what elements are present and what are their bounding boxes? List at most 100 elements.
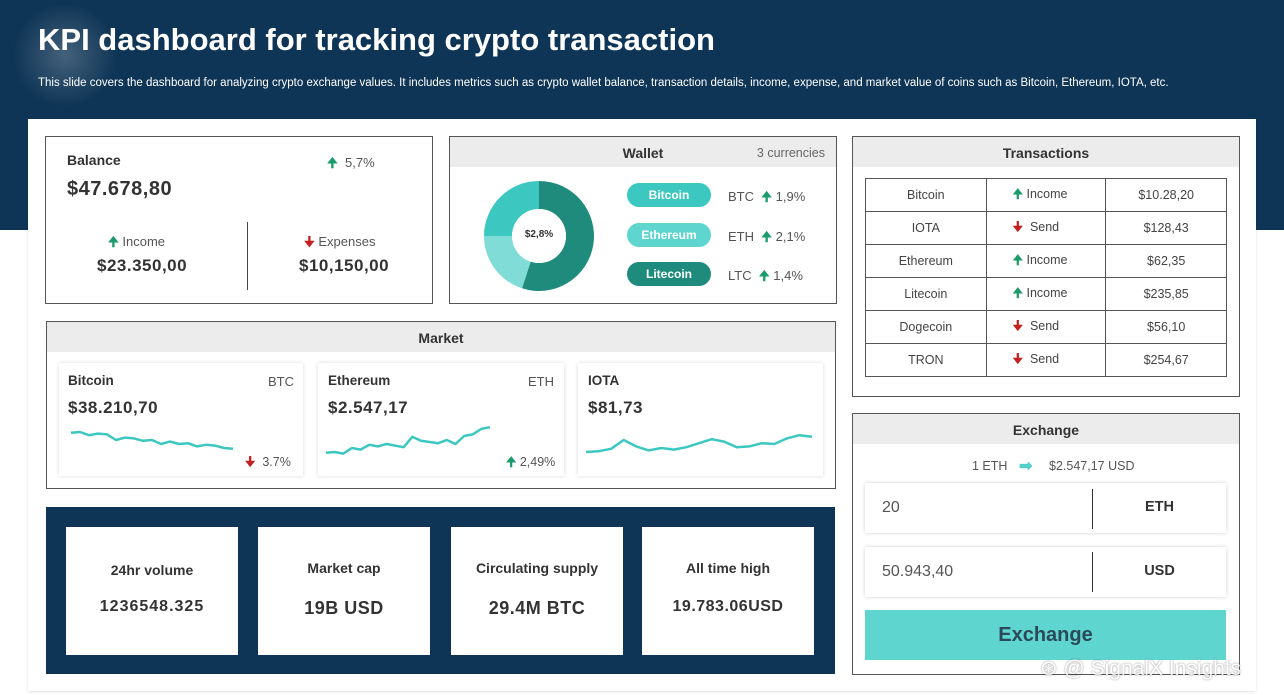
table-row[interactable]: Ethereum 🠉 Income $62,35 [865,244,1227,278]
wallet-item-bitcoin[interactable]: Bitcoin [627,183,711,207]
wallet-item-litecoin[interactable]: Litecoin [627,262,711,286]
exchange-amount-unit[interactable]: ETH [1145,499,1174,515]
sparkline-path [70,430,234,451]
balance-label: Balance [67,152,121,168]
donut-slice-ethereum [484,236,531,289]
tx-amount: $235,85 [1105,277,1227,311]
market-card-iota[interactable]: IOTA $81,73 [578,363,823,476]
market-coin-name: Ethereum [328,373,391,388]
arrow-down-icon: 🠋 [304,234,315,249]
field-divider [1092,489,1093,529]
watermark: ⊛ @ SignalX Insights [1040,657,1242,680]
tx-type: 🠋 Send [985,211,1107,245]
market-coin-change: 🠋 3.7% [245,453,291,474]
stat-all-time-high: All time high 19.783.06USD [642,527,814,655]
header-glow [10,5,120,105]
stat-label: All time high [686,560,770,576]
exchange-amount-field[interactable]: ETH [865,483,1226,533]
exchange-result-input[interactable] [865,547,1091,597]
tx-type-label: Income [1026,186,1068,201]
arrow-up-icon: 🠉 [757,229,773,244]
transactions-title: Transactions [1002,145,1090,161]
stat-value: 29.4M BTC [488,598,586,618]
table-row[interactable]: Bitcoin 🠉 Income $10.28,20 [865,178,1227,212]
page-subtitle: This slide covers the dashboard for anal… [38,77,1169,89]
market-coin-name: IOTA [588,373,620,388]
tx-type: 🠉 Income [985,178,1107,212]
exchange-result-unit[interactable]: USD [1144,563,1175,579]
bitcoin-change-value: 3.7% [262,455,291,469]
tx-amount: $10.28,20 [1105,178,1227,212]
tx-type: 🠉 Income [985,277,1107,311]
expenses-value: $10,150,00 [299,256,390,275]
wallet-litecoin-change-value: 1,4% [773,268,803,283]
arrow-up-icon: 🠉 [506,455,517,469]
exchange-amount-input[interactable] [865,483,1091,533]
balance-card: Balance 🠉 5,7% $47.678,80 🠉 Income $23.3… [45,136,433,304]
tx-coin: Dogecoin [865,310,987,344]
arrow-up-icon: 🠉 [327,155,338,170]
wallet-title: Wallet [622,145,664,161]
arrow-down-icon: 🠋 [1012,351,1023,366]
wallet-bitcoin-change: BTC 🠉 1,9% [728,188,805,210]
tx-type-label: Income [1026,285,1068,300]
wallet-bitcoin-change-value: 1,9% [775,189,806,204]
wallet-card: Wallet 3 currencies $2,8% Bitcoin BTC 🠉 … [449,136,837,304]
table-row[interactable]: TRON 🠋 Send $254,67 [865,343,1227,377]
wallet-litecoin-symbol: LTC [728,268,752,283]
stat-label: Market cap [307,560,381,576]
donut-slice-bitcoin [522,181,594,291]
arrow-down-icon: 🠋 [1012,318,1023,333]
wallet-bitcoin-symbol: BTC [728,189,754,204]
market-coin-price: $81,73 [588,398,643,417]
wallet-item-ethereum[interactable]: Ethereum [627,223,711,247]
wallet-header: Wallet 3 currencies [450,137,836,167]
stat-market-cap: Market cap 19B USD [258,527,430,655]
tx-type-label: Send [1029,351,1060,366]
market-coin-price: $38.210,70 [68,398,159,417]
ethereum-sparkline [325,425,491,455]
arrow-up-icon: 🠉 [1012,252,1023,267]
ethereum-change-value: 2,49% [519,455,556,469]
arrow-up-icon: 🠉 [755,268,770,283]
iota-sparkline [585,433,813,454]
wallet-ethereum-symbol: ETH [728,229,754,244]
tx-type: 🠋 Send [985,343,1107,377]
market-card-bitcoin[interactable]: Bitcoin BTC $38.210,70 🠋 3.7% [59,363,303,476]
tx-amount: $56,10 [1105,310,1227,344]
arrow-down-icon: 🠋 [1012,219,1023,234]
donut-center-label: $2,8% [524,229,554,240]
stat-circulating-supply: Circulating supply 29.4M BTC [451,527,623,655]
table-row[interactable]: Litecoin 🠉 Income $235,85 [865,277,1227,311]
stat-label: 24hr volume [110,562,194,578]
balance-value: $47.678,80 [67,178,173,200]
balance-divider [247,222,248,290]
table-row[interactable]: IOTA 🠋 Send $128,43 [865,211,1227,245]
arrow-up-icon: 🠉 [1012,285,1023,300]
wallet-currency-count: 3 currencies [756,146,825,160]
exchange-title: Exchange [1012,422,1080,438]
balance-change-value: 5,7% [345,155,375,170]
arrow-up-icon: 🠉 [108,234,119,249]
tx-coin: IOTA [865,211,987,245]
market-coin-price: $2.547,17 [328,398,409,417]
tx-coin: TRON [865,343,987,377]
tx-coin: Litecoin [865,277,987,311]
transactions-table: Bitcoin 🠉 Income $10.28,20 IOTA 🠋 Send $… [865,178,1227,377]
expenses-label: 🠋 Expenses [304,233,375,255]
table-row[interactable]: Dogecoin 🠋 Send $56,10 [865,310,1227,344]
field-divider [1092,552,1093,592]
donut-hole [512,209,566,263]
balance-change: 🠉 5,7% [327,154,375,176]
wallet-donut-chart [484,181,594,291]
exchange-button[interactable]: Exchange [865,610,1226,660]
bitcoin-sparkline [70,430,234,451]
tx-amount: $254,67 [1105,343,1227,377]
market-title: Market [418,330,464,346]
tx-type-label: Send [1029,318,1060,333]
market-card-ethereum[interactable]: Ethereum ETH $2.547,17 🠉 2,49% [318,363,564,476]
exchange-result-field[interactable]: USD [865,547,1226,597]
stat-24hr-volume: 24hr volume 1236548.325 [66,527,238,655]
arrow-up-icon: 🠉 [1012,186,1023,201]
arrow-down-icon: 🠋 [245,455,256,469]
